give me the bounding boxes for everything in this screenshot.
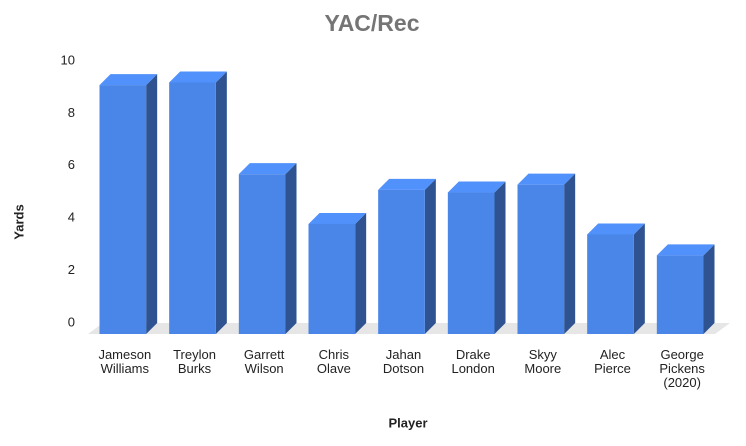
- bar-top: [517, 173, 576, 185]
- bar-side: [424, 178, 436, 334]
- bar: [378, 189, 425, 334]
- bar: [99, 85, 147, 334]
- y-axis-title: Yards: [11, 204, 26, 239]
- bar-side: [703, 244, 715, 334]
- bar-side: [355, 212, 367, 334]
- chart-title: YAC/Rec: [324, 10, 419, 36]
- bar-top: [447, 181, 506, 193]
- bar-side: [215, 71, 227, 334]
- x-tick-label: Jahan Dotson: [383, 347, 424, 376]
- y-tick-label: 8: [68, 105, 75, 120]
- x-tick-label: Jameson Williams: [98, 347, 151, 376]
- bar-top: [99, 74, 158, 86]
- bar-side: [633, 223, 645, 334]
- x-tick-label: Garrett Wilson: [244, 347, 285, 376]
- bar: [447, 192, 495, 334]
- y-tick-label: 6: [68, 157, 75, 172]
- bar: [517, 184, 565, 334]
- x-tick-label: Drake London: [451, 347, 494, 376]
- x-tick-label: Treylon Burks: [173, 347, 216, 376]
- bar: [308, 223, 356, 334]
- y-tick-label: 10: [61, 52, 75, 67]
- bar: [169, 82, 216, 334]
- bar-top: [238, 163, 297, 175]
- bar: [656, 255, 704, 334]
- bar-side: [146, 74, 158, 334]
- x-tick-label: Skyy Moore: [524, 347, 561, 376]
- bar-side: [494, 181, 506, 334]
- x-axis-title: Player: [388, 415, 427, 430]
- bar-side: [564, 173, 576, 334]
- y-tick-label: 2: [68, 262, 75, 277]
- bar: [587, 234, 634, 334]
- x-tick-label: George Pickens (2020): [659, 347, 705, 390]
- x-tick-label: Chris Olave: [317, 347, 351, 376]
- bar-top: [308, 212, 367, 224]
- bar: [238, 174, 286, 334]
- x-tick-label: Alec Pierce: [594, 347, 631, 376]
- y-tick-label: 0: [68, 314, 75, 329]
- bar-top: [656, 244, 715, 256]
- bar-top: [587, 223, 645, 235]
- y-tick-label: 4: [68, 210, 75, 225]
- bar-side: [285, 163, 297, 334]
- bar-top: [169, 71, 227, 83]
- bar-top: [378, 178, 436, 190]
